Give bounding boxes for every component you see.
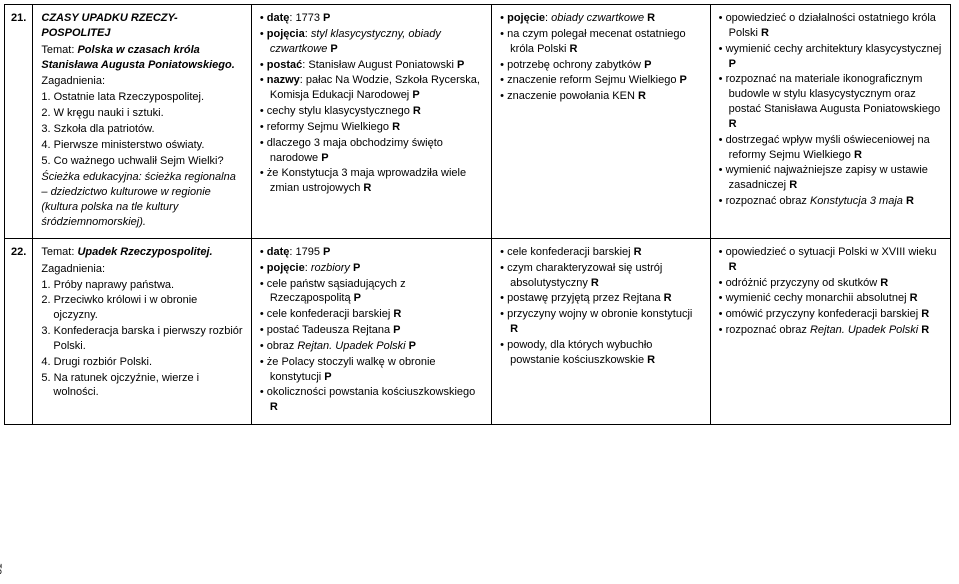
topic-title: Upadek Rzeczypospolitej.	[77, 246, 212, 258]
topic-label: Temat:	[41, 246, 77, 258]
zagadnienia-list: 1. Próby naprawy państwa.2. Przeciwko kr…	[41, 278, 242, 401]
bullet-item: postać: Stanisław August Poniatowski P	[260, 58, 483, 73]
zagadnienia-item: 5. Co ważnego uchwalił Sejm Wielki?	[41, 154, 242, 169]
col3-cell: cele konfederacji barskiej Rczym charakt…	[492, 238, 710, 424]
bullet-item: okoliczności powstania kościuszkowskiego…	[260, 385, 483, 415]
topic-cell: Temat: Upadek Rzeczypospolitej. Zagadnien…	[33, 238, 251, 424]
bullet-item: cele państw sąsiadujących z Rzecząpospol…	[260, 277, 483, 307]
bullet-item: na czym polegał mecenat ostatniego króla…	[500, 27, 701, 57]
bullet-item: datę: 1795 P	[260, 245, 483, 260]
topic-label: Temat:	[41, 44, 77, 56]
bullet-item: postać Tadeusza Rejtana P	[260, 323, 483, 338]
bullet-item: rozpoznać obraz Konstytucja 3 maja R	[719, 194, 942, 209]
col2-list: datę: 1795 Ppojęcie: rozbiory Pcele pańs…	[260, 245, 483, 415]
col3-cell: pojęcie: obiady czwartkowe Rna czym pole…	[492, 5, 710, 239]
zagadnienia-item: 1. Ostatnie lata Rzeczypospolitej.	[41, 90, 242, 105]
bullet-item: pojęcia: styl klasycystyczny, obiady czw…	[260, 27, 483, 57]
bullet-item: rozpoznać obraz Rejtan. Upadek Polski R	[719, 323, 942, 338]
bullet-item: nazwy: pałac Na Wodzie, Szkoła Rycerska,…	[260, 73, 483, 103]
bullet-item: pojęcie: rozbiory P	[260, 261, 483, 276]
bullet-item: dlaczego 3 maja obchodzimy święto narodo…	[260, 136, 483, 166]
bullet-item: cele konfederacji barskiej R	[260, 307, 483, 322]
page-number: 31	[0, 563, 6, 574]
bullet-item: wymienić cechy architektury klasycystycz…	[719, 42, 942, 72]
topic-line: Temat: Polska w czasach króla Stanisława…	[41, 43, 242, 73]
bullet-item: postawę przyjętą przez Rejtana R	[500, 291, 701, 306]
col2-cell: datę: 1795 Ppojęcie: rozbiory Pcele pańs…	[251, 238, 491, 424]
zagadnienia-item: 4. Drugi rozbiór Polski.	[41, 355, 242, 370]
row-number: 22.	[5, 238, 33, 424]
bullet-item: cele konfederacji barskiej R	[500, 245, 701, 260]
col2-list: datę: 1773 Ppojęcia: styl klasycystyczny…	[260, 11, 483, 196]
bullet-item: wymienić cechy monarchii absolutnej R	[719, 291, 942, 306]
bullet-item: opowiedzieć o sytuacji Polski w XVIII wi…	[719, 245, 942, 275]
topic-line: Temat: Upadek Rzeczypospolitej.	[41, 245, 242, 260]
col3-list: pojęcie: obiady czwartkowe Rna czym pole…	[500, 11, 701, 104]
zagadnienia-item: 2. Przeciwko królowi i w obronie ojczyzn…	[41, 293, 242, 323]
zagadnienia-item: 2. W kręgu nauki i sztuki.	[41, 106, 242, 121]
zagadnienia-list: 1. Ostatnie lata Rzeczypospolitej.2. W k…	[41, 90, 242, 168]
bullet-item: powody, dla których wybuchło powstanie k…	[500, 338, 701, 368]
zagadnienia-item: 3. Szkoła dla patriotów.	[41, 122, 242, 137]
bullet-item: rozpoznać na materiale ikonograficznym b…	[719, 72, 942, 131]
edu-path: Ścieżka edukacyjna: ścieżka regionalna –…	[41, 170, 242, 229]
col4-list: opowiedzieć o działalności ostatniego kr…	[719, 11, 942, 209]
bullet-item: reformy Sejmu Wielkiego R	[260, 120, 483, 135]
curriculum-table: 21.CZASY UPADKU RZECZY-POSPOLITEJTemat: …	[4, 4, 951, 425]
bullet-item: znaczenie powołania KEN R	[500, 89, 701, 104]
zagadnienia-label: Zagadnienia:	[41, 74, 242, 89]
section-title: CZASY UPADKU RZECZY-POSPOLITEJ	[41, 11, 242, 41]
zagadnienia-item: 3. Konfederacja barska i pierwszy rozbió…	[41, 324, 242, 354]
bullet-item: wymienić najważniejsze zapisy w ustawie …	[719, 163, 942, 193]
bullet-item: potrzebę ochrony zabytków P	[500, 58, 701, 73]
bullet-item: opowiedzieć o działalności ostatniego kr…	[719, 11, 942, 41]
bullet-item: datę: 1773 P	[260, 11, 483, 26]
bullet-item: znaczenie reform Sejmu Wielkiego P	[500, 73, 701, 88]
zagadnienia-label: Zagadnienia:	[41, 262, 242, 277]
bullet-item: cechy stylu klasycystycznego R	[260, 104, 483, 119]
zagadnienia-item: 1. Próby naprawy państwa.	[41, 278, 242, 293]
bullet-item: pojęcie: obiady czwartkowe R	[500, 11, 701, 26]
col3-list: cele konfederacji barskiej Rczym charakt…	[500, 245, 701, 368]
bullet-item: obraz Rejtan. Upadek Polski P	[260, 339, 483, 354]
bullet-item: odróżnić przyczyny od skutków R	[719, 276, 942, 291]
bullet-item: czym charakteryzował się ustrój absoluty…	[500, 261, 701, 291]
bullet-item: omówić przyczyny konfederacji barskiej R	[719, 307, 942, 322]
bullet-item: że Konstytucja 3 maja wprowadziła wiele …	[260, 166, 483, 196]
bullet-item: że Polacy stoczyli walkę w obronie konst…	[260, 355, 483, 385]
zagadnienia-item: 5. Na ratunek ojczyźnie, wierze i wolnoś…	[41, 371, 242, 401]
bullet-item: przyczyny wojny w obronie konstytucji R	[500, 307, 701, 337]
col4-cell: opowiedzieć o sytuacji Polski w XVIII wi…	[710, 238, 950, 424]
col2-cell: datę: 1773 Ppojęcia: styl klasycystyczny…	[251, 5, 491, 239]
col4-cell: opowiedzieć o działalności ostatniego kr…	[710, 5, 950, 239]
topic-cell: CZASY UPADKU RZECZY-POSPOLITEJTemat: Pol…	[33, 5, 251, 239]
col4-list: opowiedzieć o sytuacji Polski w XVIII wi…	[719, 245, 942, 338]
row-number: 21.	[5, 5, 33, 239]
zagadnienia-item: 4. Pierwsze ministerstwo oświaty.	[41, 138, 242, 153]
bullet-item: dostrzegać wpływ myśli oświeceniowej na …	[719, 133, 942, 163]
